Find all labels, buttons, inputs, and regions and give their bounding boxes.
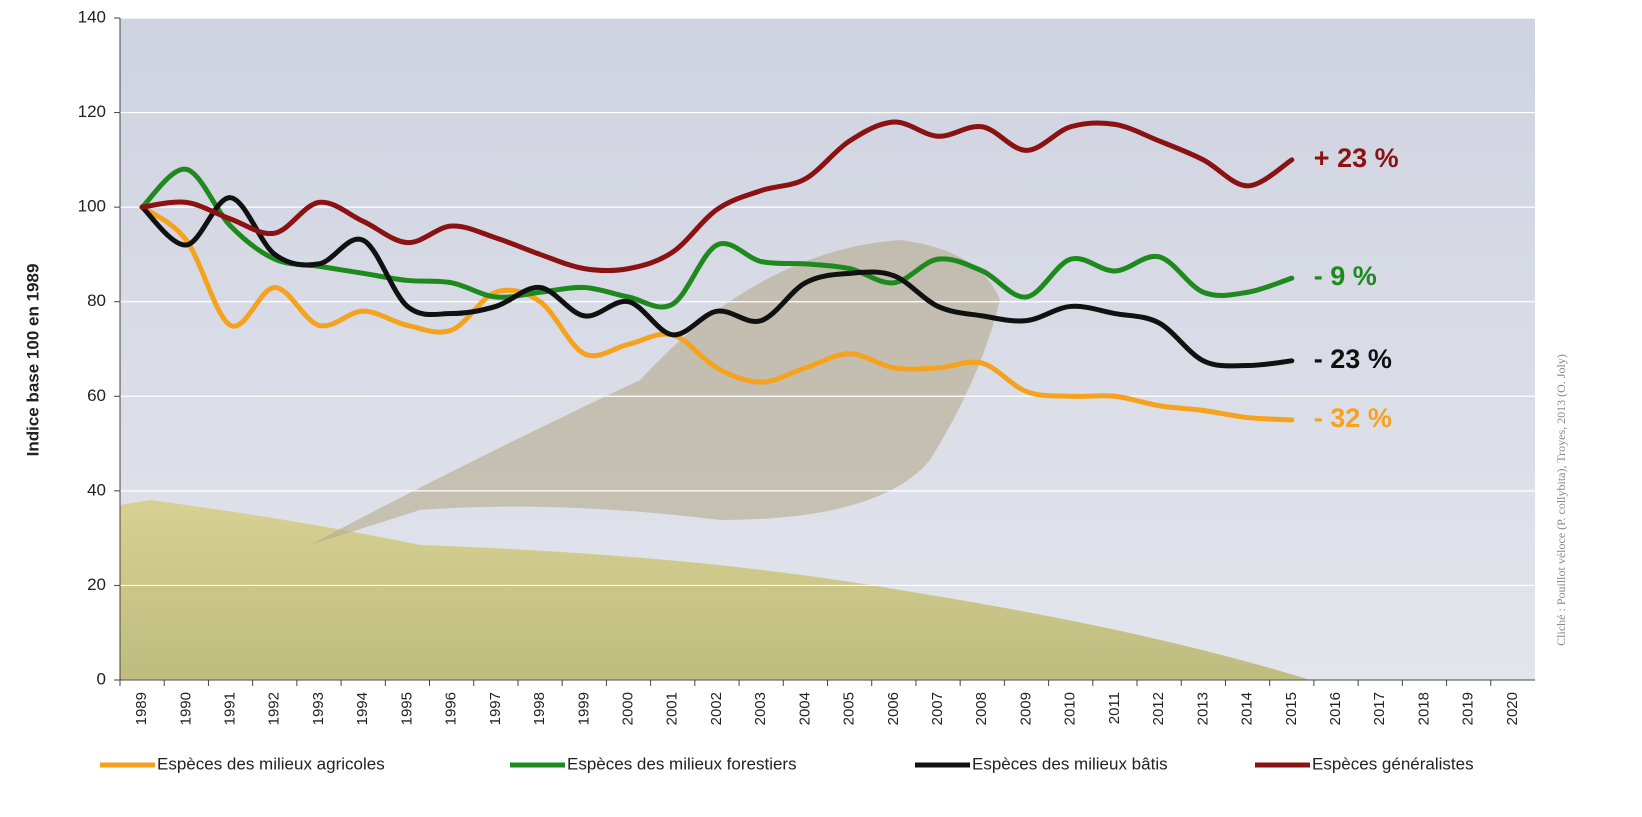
y-tick-label: 40 <box>87 480 106 499</box>
x-tick-label: 1991 <box>222 692 239 725</box>
legend-label: Espèces des milieux bâtis <box>972 754 1168 773</box>
x-tick-label: 1989 <box>133 692 150 725</box>
x-tick-label: 2013 <box>1194 692 1211 725</box>
x-tick-label: 2009 <box>1017 692 1034 725</box>
x-tick-label: 1992 <box>266 692 283 725</box>
chart: Indice base 100 en 1989 Cliché : Pouillo… <box>0 0 1642 817</box>
x-tick-label: 1993 <box>310 692 327 725</box>
legend-label: Espèces généralistes <box>1312 754 1474 773</box>
x-tick-label: 2015 <box>1283 692 1300 725</box>
x-tick-label: 2017 <box>1371 692 1388 725</box>
x-tick-label: 2011 <box>1106 692 1123 724</box>
x-tick-label: 2016 <box>1327 692 1344 725</box>
x-tick-label: 2006 <box>885 692 902 725</box>
x-tick-label: 1999 <box>575 692 592 725</box>
x-tick-label: 2007 <box>929 692 946 725</box>
x-tick-label: 2014 <box>1239 692 1256 725</box>
y-tick-label: 120 <box>78 102 106 121</box>
x-tick-label: 1996 <box>443 692 460 725</box>
x-tick-label: 1998 <box>531 692 548 725</box>
x-tick-label: 2018 <box>1415 692 1432 725</box>
x-tick-label: 1994 <box>354 692 371 725</box>
y-tick-label: 140 <box>78 7 106 26</box>
y-tick-label: 60 <box>87 386 106 405</box>
end-label: - 9 % <box>1314 261 1377 291</box>
x-tick-label: 2004 <box>796 692 813 725</box>
x-tick-label: 2019 <box>1460 692 1477 725</box>
y-tick-label: 80 <box>87 291 106 310</box>
legend-label: Espèces des milieux forestiers <box>567 754 797 773</box>
x-tick-label: 2010 <box>1062 692 1079 725</box>
legend-label: Espèces des milieux agricoles <box>157 754 385 773</box>
x-tick-label: 2001 <box>664 692 681 725</box>
x-tick-label: 1997 <box>487 692 504 725</box>
y-tick-label: 0 <box>97 669 106 688</box>
x-tick-label: 1990 <box>177 692 194 725</box>
y-tick-label: 20 <box>87 575 106 594</box>
x-tick-label: 2000 <box>619 692 636 725</box>
x-tick-label: 2003 <box>752 692 769 725</box>
end-label: + 23 % <box>1314 143 1399 173</box>
photo-credit: Cliché : Pouillot véloce (P. collybita),… <box>1554 354 1568 646</box>
x-tick-label: 1995 <box>398 692 415 725</box>
x-tick-label: 2002 <box>708 692 725 725</box>
y-tick-label: 100 <box>78 197 106 216</box>
x-tick-label: 2005 <box>841 692 858 725</box>
x-tick-label: 2020 <box>1504 692 1521 725</box>
x-tick-label: 2008 <box>973 692 990 725</box>
end-label: - 32 % <box>1314 403 1392 433</box>
x-tick-label: 2012 <box>1150 692 1167 725</box>
y-axis-label: Indice base 100 en 1989 <box>23 264 42 457</box>
end-label: - 23 % <box>1314 344 1392 374</box>
